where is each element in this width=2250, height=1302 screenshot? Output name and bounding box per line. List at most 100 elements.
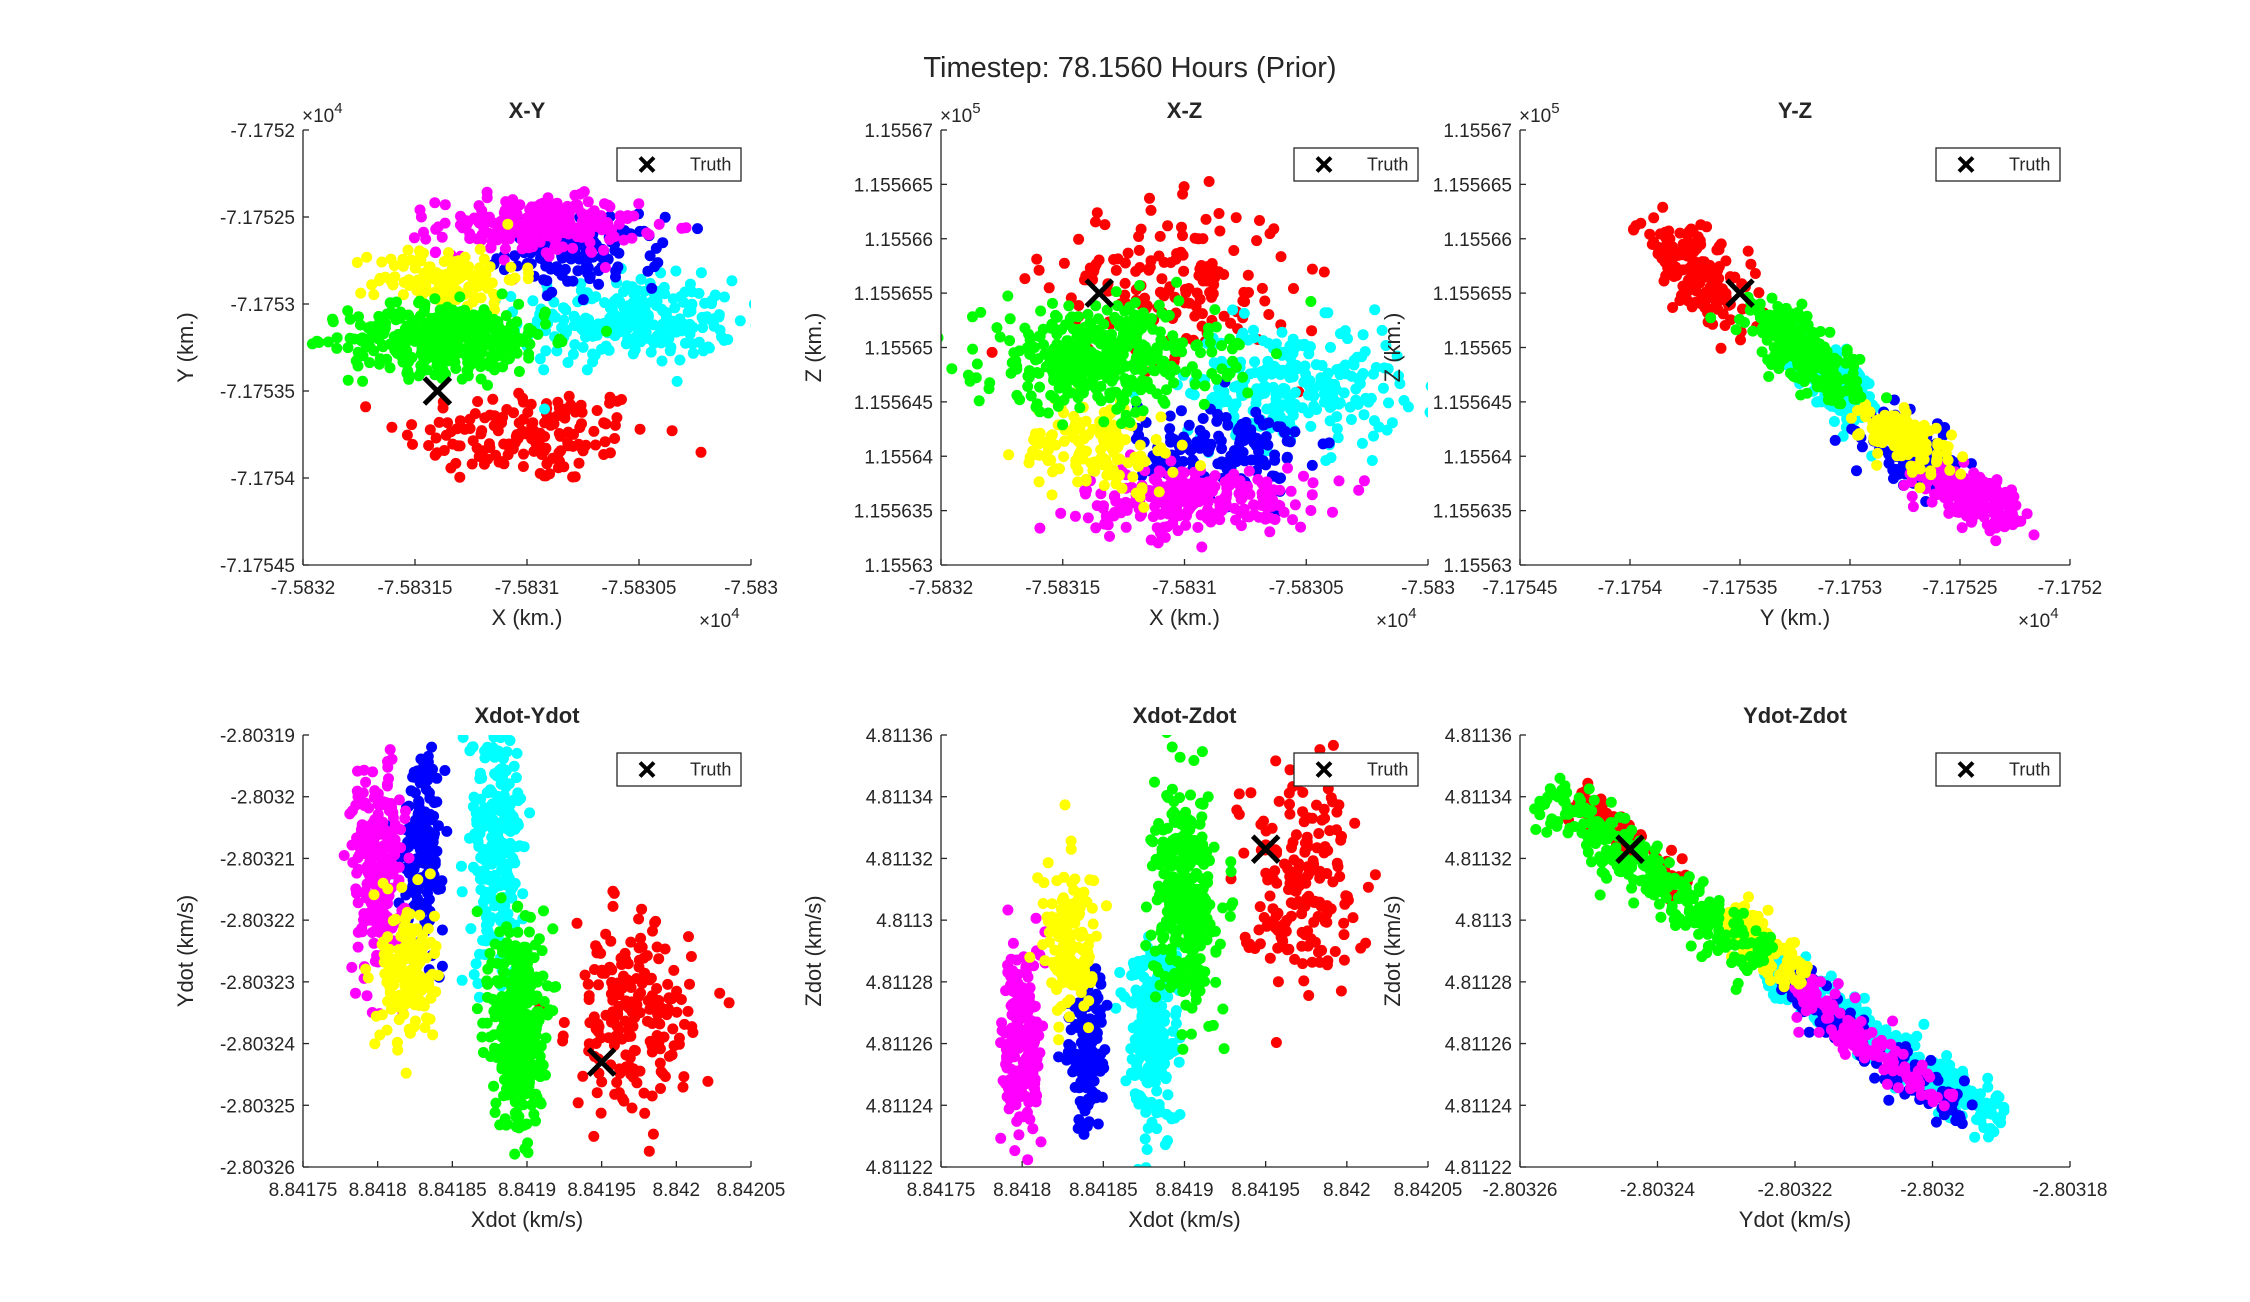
point-green <box>1227 355 1239 367</box>
point-blue <box>426 741 438 753</box>
point-magenta <box>581 218 593 230</box>
x-tick-label: -7.1754 <box>1598 578 1663 599</box>
point-red <box>1213 266 1225 278</box>
x-tick-label: -7.58315 <box>1025 578 1100 599</box>
x-tick-label: -7.58305 <box>601 578 676 599</box>
point-red <box>647 1128 659 1140</box>
point-cyan <box>1285 352 1296 364</box>
point-red <box>1073 233 1085 245</box>
point-blue <box>408 766 420 778</box>
point-red <box>1158 256 1170 268</box>
point-green <box>399 323 411 335</box>
point-green <box>1769 312 1780 324</box>
point-cyan <box>1230 398 1242 410</box>
point-cyan <box>471 814 483 826</box>
point-magenta <box>1104 530 1115 542</box>
point-magenta <box>1248 508 1260 520</box>
point-yellow <box>1102 459 1114 471</box>
point-red <box>619 947 631 959</box>
point-cyan <box>1350 383 1362 395</box>
point-red <box>607 900 619 912</box>
point-yellow <box>1860 411 1872 423</box>
point-yellow <box>397 971 409 983</box>
point-cyan <box>660 321 672 333</box>
point-magenta <box>481 186 493 198</box>
point-cyan <box>671 375 683 387</box>
point-yellow <box>437 283 449 295</box>
point-green <box>1881 392 1892 404</box>
point-green <box>364 357 376 369</box>
point-cyan <box>656 355 668 367</box>
point-magenta <box>498 254 510 266</box>
point-green <box>1848 353 1860 365</box>
point-green <box>389 340 401 352</box>
point-magenta <box>1285 485 1297 497</box>
y-tick-label: 1.155635 <box>854 502 933 523</box>
point-red <box>723 997 735 1009</box>
point-cyan <box>1325 341 1336 353</box>
point-red <box>406 419 418 431</box>
point-cyan <box>1322 307 1334 319</box>
point-green <box>1149 365 1161 377</box>
point-red <box>464 423 476 434</box>
point-magenta <box>368 937 380 949</box>
point-red <box>562 426 574 438</box>
point-green <box>1057 419 1069 431</box>
point-cyan <box>1185 387 1197 399</box>
point-yellow <box>1080 415 1092 427</box>
point-red <box>1133 244 1145 256</box>
point-green <box>1237 371 1249 383</box>
point-yellow <box>1068 410 1080 422</box>
legend-label: Truth <box>2009 155 2050 175</box>
point-cyan <box>479 852 491 864</box>
x-tick-label: -7.5831 <box>1152 578 1216 599</box>
point-cyan <box>503 846 515 858</box>
point-cyan <box>487 798 498 810</box>
point-green <box>1819 376 1831 388</box>
point-yellow <box>509 272 521 284</box>
point-green <box>1778 333 1790 345</box>
point-cyan <box>590 291 602 303</box>
point-green <box>1134 280 1146 291</box>
point-red <box>636 903 648 915</box>
figure-title: Timestep: 78.1560 Hours (Prior) <box>923 52 1336 84</box>
point-blue <box>431 796 443 808</box>
point-green <box>1079 321 1091 333</box>
point-yellow <box>443 247 454 259</box>
point-green <box>1035 305 1047 317</box>
point-red <box>588 1130 600 1142</box>
point-green <box>1815 326 1827 337</box>
point-cyan <box>1342 333 1353 345</box>
point-green <box>1199 380 1211 392</box>
point-yellow <box>438 256 450 267</box>
point-red <box>1687 226 1699 238</box>
point-blue <box>1323 437 1335 449</box>
point-yellow <box>419 283 431 295</box>
point-red <box>654 1057 666 1069</box>
point-magenta <box>352 791 364 803</box>
point-green <box>1092 390 1104 402</box>
point-red <box>1110 264 1122 276</box>
point-cyan <box>1276 326 1288 338</box>
point-green <box>1822 394 1834 406</box>
point-blue <box>1222 419 1234 431</box>
point-magenta <box>1181 510 1192 522</box>
point-green <box>1744 304 1756 316</box>
point-cyan <box>524 807 536 819</box>
point-magenta <box>1264 512 1276 524</box>
point-green <box>1834 389 1845 401</box>
point-red <box>651 941 663 953</box>
point-blue <box>1197 413 1209 424</box>
point-yellow <box>355 287 367 299</box>
point-yellow <box>1167 466 1179 478</box>
point-yellow <box>397 924 409 936</box>
point-green <box>1058 378 1070 390</box>
point-magenta <box>1151 522 1163 534</box>
point-green <box>519 333 531 344</box>
point-yellow <box>467 296 479 308</box>
point-cyan <box>504 837 516 849</box>
point-magenta <box>352 941 364 953</box>
point-blue <box>408 900 420 912</box>
legend-label: Truth <box>1367 155 1408 175</box>
point-blue <box>1183 419 1195 431</box>
